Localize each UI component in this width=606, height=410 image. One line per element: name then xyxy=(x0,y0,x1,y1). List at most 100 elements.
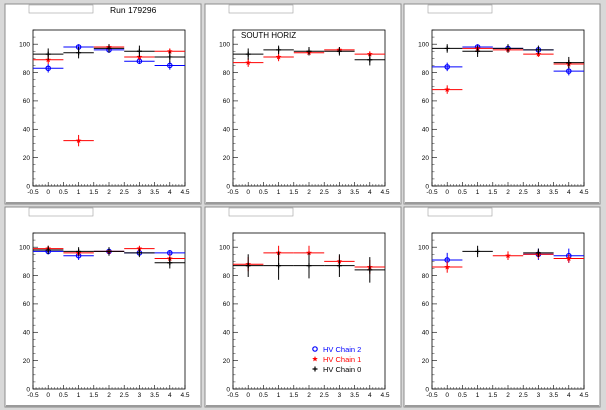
x-tick-label: 2.5 xyxy=(120,392,129,399)
pad-frame xyxy=(403,206,601,408)
x-tick-label: -0.5 xyxy=(426,392,438,399)
data-point xyxy=(523,45,554,55)
x-tick-label: 2.5 xyxy=(519,392,528,399)
marker-plus xyxy=(336,48,342,54)
y-tick-label: 0 xyxy=(425,386,429,393)
x-tick-label: 0 xyxy=(246,392,250,399)
pad-title-box xyxy=(28,207,94,217)
marker-star xyxy=(444,264,451,270)
marker-plus xyxy=(535,47,541,53)
data-point xyxy=(354,257,385,283)
x-tick-label: 1.5 xyxy=(488,189,497,196)
x-tick-label: 2 xyxy=(506,392,510,399)
x-tick-label: 1.5 xyxy=(289,189,298,196)
y-tick-label: 80 xyxy=(422,70,430,77)
y-tick-label: 40 xyxy=(223,330,231,337)
data-point xyxy=(233,254,264,277)
y-tick-label: 40 xyxy=(422,127,430,134)
data-point xyxy=(523,248,554,258)
data-point xyxy=(432,261,463,273)
pad-title-box xyxy=(427,207,493,217)
marker-plus xyxy=(336,263,342,269)
marker-plus xyxy=(566,60,572,66)
pad-frame xyxy=(204,206,402,408)
x-tick-label: 4 xyxy=(368,189,372,196)
marker-circle xyxy=(167,62,173,69)
y-tick-label: 60 xyxy=(223,98,231,105)
x-tick-label: 2 xyxy=(107,392,111,399)
data-point xyxy=(293,47,325,56)
marker-plus xyxy=(167,260,173,266)
y-tick-label: 0 xyxy=(26,386,30,393)
y-tick-label: 20 xyxy=(223,358,231,365)
x-tick-label: 4.5 xyxy=(579,189,588,196)
y-tick-label: 0 xyxy=(226,183,230,190)
y-tick-label: 100 xyxy=(219,41,230,48)
x-tick-label: 0.5 xyxy=(259,392,268,399)
marker-plus xyxy=(76,50,82,56)
marker-plus xyxy=(45,51,51,57)
pad-frame xyxy=(4,206,202,408)
data-point xyxy=(263,251,294,280)
data-point xyxy=(324,254,355,277)
marker-plus xyxy=(475,48,481,54)
marker-plus xyxy=(367,57,373,63)
x-tick-label: 1 xyxy=(277,189,281,196)
marker-plus xyxy=(245,51,251,57)
marker-star xyxy=(275,53,282,60)
x-tick-label: 1 xyxy=(476,392,480,399)
legend-marker-circle xyxy=(312,346,318,352)
pad-title-box xyxy=(28,4,94,14)
marker-plus xyxy=(136,48,142,54)
x-tick-label: 2 xyxy=(307,189,311,196)
y-tick-label: 80 xyxy=(23,273,31,280)
data-point xyxy=(432,62,463,72)
x-tick-label: 3.5 xyxy=(549,392,558,399)
x-tick-label: 1.5 xyxy=(289,392,298,399)
data-point xyxy=(154,257,185,269)
data-point xyxy=(154,51,185,63)
marker-star xyxy=(75,137,82,144)
marker-star xyxy=(306,249,312,256)
x-tick-label: 2.5 xyxy=(320,189,329,196)
data-point xyxy=(492,251,524,260)
x-tick-label: 1 xyxy=(77,392,81,399)
marker-star xyxy=(565,255,572,261)
plot-annotation: SOUTH HORIZ xyxy=(241,31,296,40)
pad-title-box xyxy=(228,4,294,14)
data-point xyxy=(63,134,94,147)
data-point xyxy=(93,247,125,256)
y-tick-label: 20 xyxy=(23,155,31,162)
marker-plus xyxy=(276,263,282,269)
x-tick-label: 2.5 xyxy=(519,189,528,196)
data-point xyxy=(324,47,355,56)
x-tick-label: 3 xyxy=(138,392,142,399)
data-point xyxy=(63,47,94,59)
x-tick-label: 2 xyxy=(506,189,510,196)
y-tick-label: 60 xyxy=(23,98,31,105)
data-point xyxy=(124,248,155,258)
x-tick-label: 4 xyxy=(368,392,372,399)
x-tick-label: 3.5 xyxy=(350,392,359,399)
marker-plus xyxy=(475,248,481,254)
marker-plus xyxy=(505,45,511,51)
x-tick-label: 1.5 xyxy=(89,189,98,196)
legend-marker-star xyxy=(312,356,318,362)
x-tick-label: 4 xyxy=(168,189,172,196)
x-tick-label: 1 xyxy=(277,392,281,399)
y-tick-label: 20 xyxy=(422,358,430,365)
data-point xyxy=(462,245,493,258)
x-tick-label: -0.5 xyxy=(27,189,39,196)
marker-plus xyxy=(306,263,312,269)
y-tick-label: 80 xyxy=(23,70,31,77)
marker-plus xyxy=(136,250,142,256)
x-tick-label: 3.5 xyxy=(350,189,359,196)
data-point xyxy=(33,48,64,60)
y-tick-label: 0 xyxy=(26,183,30,190)
x-tick-label: 0 xyxy=(445,392,449,399)
y-tick-label: 20 xyxy=(422,155,430,162)
pad-title-box xyxy=(228,207,294,217)
